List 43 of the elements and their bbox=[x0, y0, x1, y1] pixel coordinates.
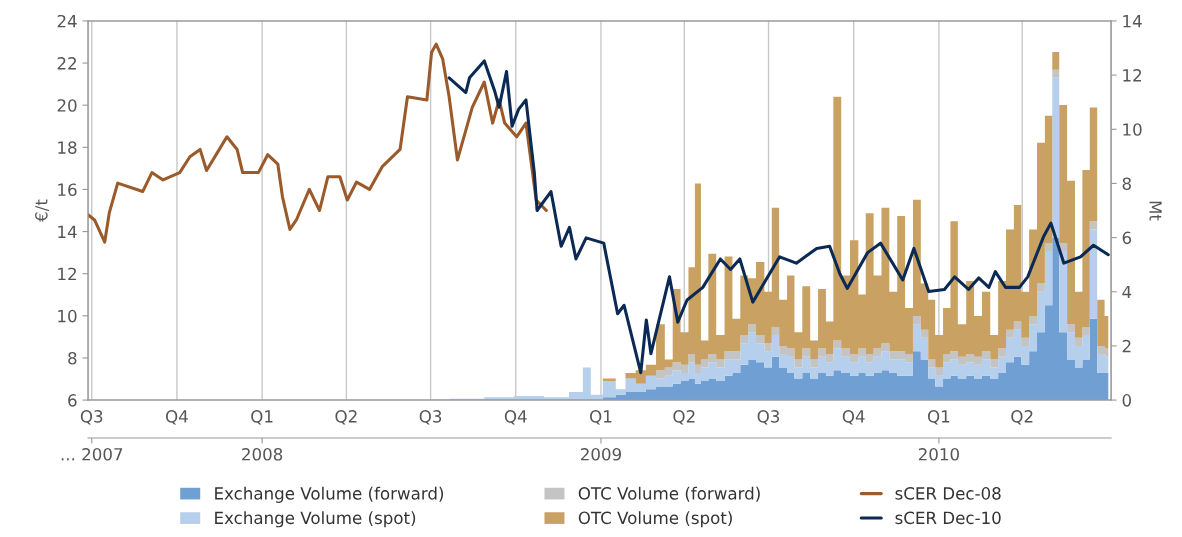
x2-tick-label: 2010 bbox=[918, 447, 959, 461]
legend-label: OTC Volume (spot) bbox=[578, 511, 732, 528]
y2-tick-label: 8 bbox=[1122, 177, 1131, 190]
y-tick-label: 10 bbox=[58, 309, 77, 323]
x-tick-label: Q2 bbox=[335, 410, 357, 425]
y-axis-title: €/t bbox=[35, 199, 49, 222]
legend-label: sCER Dec-08 bbox=[895, 487, 1001, 500]
x-tick-label: Q1 bbox=[927, 410, 950, 425]
line-series bbox=[88, 42, 548, 244]
legend-label: sCER Dec-10 bbox=[895, 511, 1001, 525]
y2-tick-label: 0 bbox=[1122, 394, 1131, 407]
y2-tick-label: 12 bbox=[1123, 69, 1142, 82]
x-tick-label: Q4 bbox=[842, 410, 865, 425]
x-tick-label: Q1 bbox=[590, 410, 612, 425]
y-tick-label: 18 bbox=[58, 141, 77, 154]
y2-tick-label: 4 bbox=[1122, 285, 1132, 299]
y-tick-label: 24 bbox=[57, 14, 77, 28]
y-tick-label: 20 bbox=[57, 99, 77, 112]
x2-tick-label: 2008 bbox=[242, 447, 283, 461]
y2-tick-label: 10 bbox=[1123, 123, 1142, 136]
x-tick-label: Q1 bbox=[251, 410, 273, 425]
legend-label: OTC Volume (forward) bbox=[578, 486, 760, 502]
y2-tick-label: 14 bbox=[1123, 15, 1142, 28]
x-tick-label: Q2 bbox=[1011, 410, 1033, 425]
x-tick-label: Q3 bbox=[419, 410, 442, 425]
x-tick-label: Q3 bbox=[80, 410, 103, 425]
x2-tick-label: 2009 bbox=[580, 447, 621, 461]
x2-tick-label: ... 2007 bbox=[61, 447, 123, 461]
y-tick-label: 12 bbox=[58, 267, 76, 281]
x-tick-label: Q4 bbox=[166, 410, 188, 425]
y-tick-label: 6 bbox=[68, 394, 77, 407]
x-tick-label: Q4 bbox=[504, 410, 527, 425]
x-tick-label: Q2 bbox=[673, 410, 695, 425]
y-tick-label: 14 bbox=[58, 225, 77, 238]
y2-tick-label: 6 bbox=[1122, 231, 1132, 245]
legend-label: Exchange Volume (forward) bbox=[215, 486, 444, 503]
y-tick-label: 8 bbox=[68, 351, 77, 365]
y-tick-label: 22 bbox=[57, 57, 76, 70]
y2-axis-title: Mt bbox=[1149, 201, 1162, 221]
y2-tick-label: 2 bbox=[1122, 339, 1131, 353]
x-tick-label: Q3 bbox=[757, 410, 780, 425]
legend-label: Exchange Volume (spot) bbox=[215, 511, 416, 528]
y-tick-label: 16 bbox=[58, 183, 77, 197]
